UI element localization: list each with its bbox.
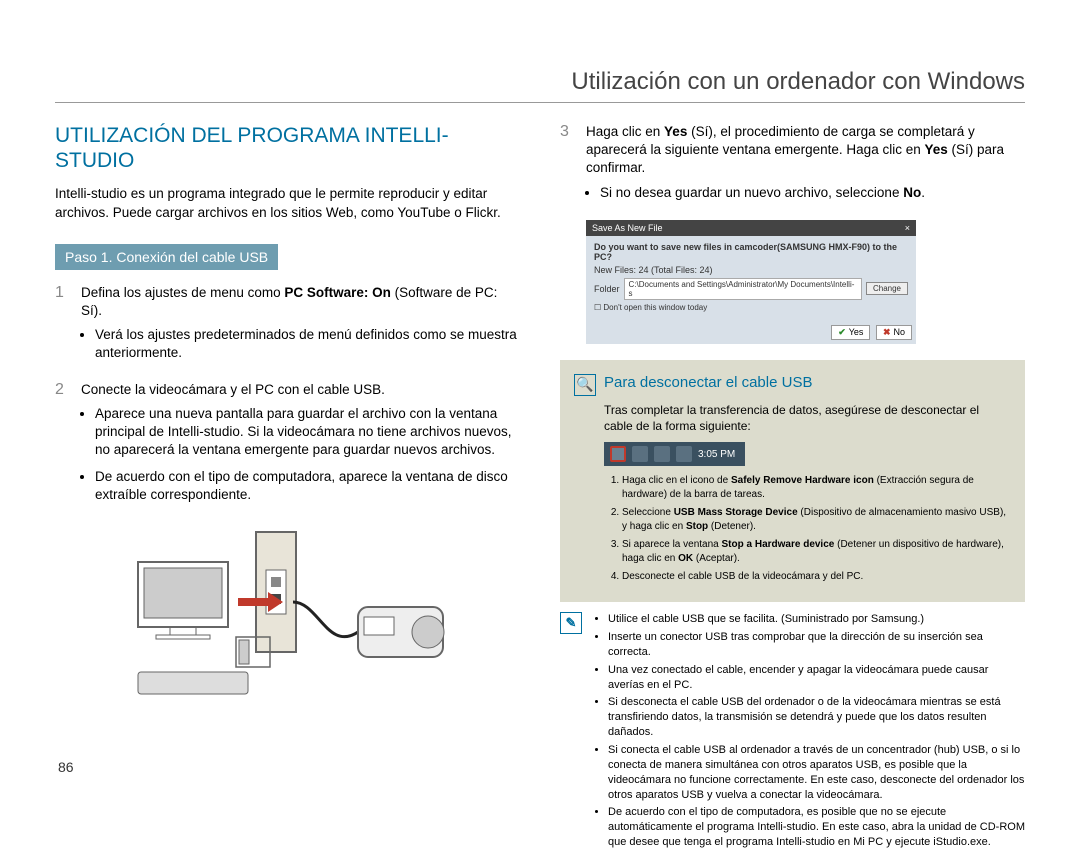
step2-bullet2: De acuerdo con el tipo de computadora, a… xyxy=(95,468,520,504)
tray-icon xyxy=(654,446,670,462)
info-ol4: Desconecte el cable USB de la videocámar… xyxy=(622,570,1011,584)
section-title: UTILIZACIÓN DEL PROGRAMA INTELLI-STUDIO xyxy=(55,123,520,173)
disconnect-info-box: 🔍 Para desconectar el cable USB Tras com… xyxy=(560,360,1025,602)
step1-pre: Defina los ajustes de menu como xyxy=(81,285,284,300)
step3-pre: Haga clic en xyxy=(586,124,664,139)
step-3: 3 Haga clic en Yes (Sí), el procedimient… xyxy=(560,123,1025,210)
dialog-title: Save As New File xyxy=(592,223,663,233)
note-6: De acuerdo con el tipo de computadora, e… xyxy=(608,805,1025,850)
right-column: 3 Haga clic en Yes (Sí), el procedimient… xyxy=(560,123,1025,853)
step2-bullet1: Aparece una nueva pantalla para guardar … xyxy=(95,405,520,460)
page-number: 86 xyxy=(58,759,74,775)
info-ol2: Seleccione USB Mass Storage Device (Disp… xyxy=(622,506,1011,534)
note-2: Inserte un conector USB tras comprobar q… xyxy=(608,630,1025,660)
page-header-title: Utilización con un ordenador con Windows xyxy=(55,68,1025,103)
note-3: Una vez conectado el cable, encender y a… xyxy=(608,663,1025,693)
step-banner: Paso 1. Conexión del cable USB xyxy=(55,244,278,270)
info-title: Para desconectar el cable USB xyxy=(604,374,812,391)
taskbar-image: 3:05 PM xyxy=(604,442,745,466)
step-number: 1 xyxy=(55,284,71,371)
dialog-newfiles: New Files: 24 (Total Files: 24) xyxy=(594,265,908,275)
step3-yes2: Yes xyxy=(924,142,947,157)
folder-label: Folder xyxy=(594,284,620,294)
notes-block: ✎ Utilice el cable USB que se facilita. … xyxy=(560,612,1025,853)
info-ol1: Haga clic en el icono de Safely Remove H… xyxy=(622,474,1011,502)
connection-diagram xyxy=(55,522,520,702)
step-2: 2 Conecte la videocámara y el PC con el … xyxy=(55,381,520,512)
step-number: 3 xyxy=(560,123,576,210)
safely-remove-icon xyxy=(610,446,626,462)
info-text: Tras completar la transferencia de datos… xyxy=(574,402,1011,434)
note-1: Utilice el cable USB que se facilita. (S… xyxy=(608,612,1025,627)
note-5: Si conecta el cable USB al ordenador a t… xyxy=(608,743,1025,802)
change-button[interactable]: Change xyxy=(866,282,908,295)
step3-bullet-no: No xyxy=(903,185,921,200)
step-number: 2 xyxy=(55,381,71,512)
note-icon: ✎ xyxy=(560,612,582,634)
left-column: UTILIZACIÓN DEL PROGRAMA INTELLI-STUDIO … xyxy=(55,123,520,853)
step1-bold: PC Software: On xyxy=(284,285,391,300)
info-ol3: Si aparece la ventana Stop a Hardware de… xyxy=(622,538,1011,566)
folder-path: C:\Documents and Settings\Administrator\… xyxy=(624,278,862,300)
step3-bullet-post: . xyxy=(921,185,925,200)
close-icon[interactable]: × xyxy=(905,223,910,233)
tray-icon xyxy=(676,446,692,462)
magnifier-icon: 🔍 xyxy=(574,374,596,396)
no-button[interactable]: ✖No xyxy=(876,325,912,340)
step1-bullet1: Verá los ajustes predeterminados de menú… xyxy=(95,326,520,362)
tray-icon xyxy=(632,446,648,462)
dont-open-checkbox[interactable]: Don't open this window today xyxy=(603,303,707,312)
save-dialog: Save As New File × Do you want to save n… xyxy=(586,220,916,344)
step3-yes1: Yes xyxy=(664,124,687,139)
step3-bullet-pre: Si no desea guardar un nuevo archivo, se… xyxy=(600,185,903,200)
step2-text: Conecte la videocámara y el PC con el ca… xyxy=(81,382,385,397)
note-4: Si desconecta el cable USB del ordenador… xyxy=(608,695,1025,740)
step-1: 1 Defina los ajustes de menu como PC Sof… xyxy=(55,284,520,371)
dialog-question: Do you want to save new files in camcode… xyxy=(594,242,908,262)
yes-button[interactable]: ✔Yes xyxy=(831,325,870,340)
taskbar-time: 3:05 PM xyxy=(698,449,735,460)
intro-text: Intelli-studio es un programa integrado … xyxy=(55,185,520,221)
